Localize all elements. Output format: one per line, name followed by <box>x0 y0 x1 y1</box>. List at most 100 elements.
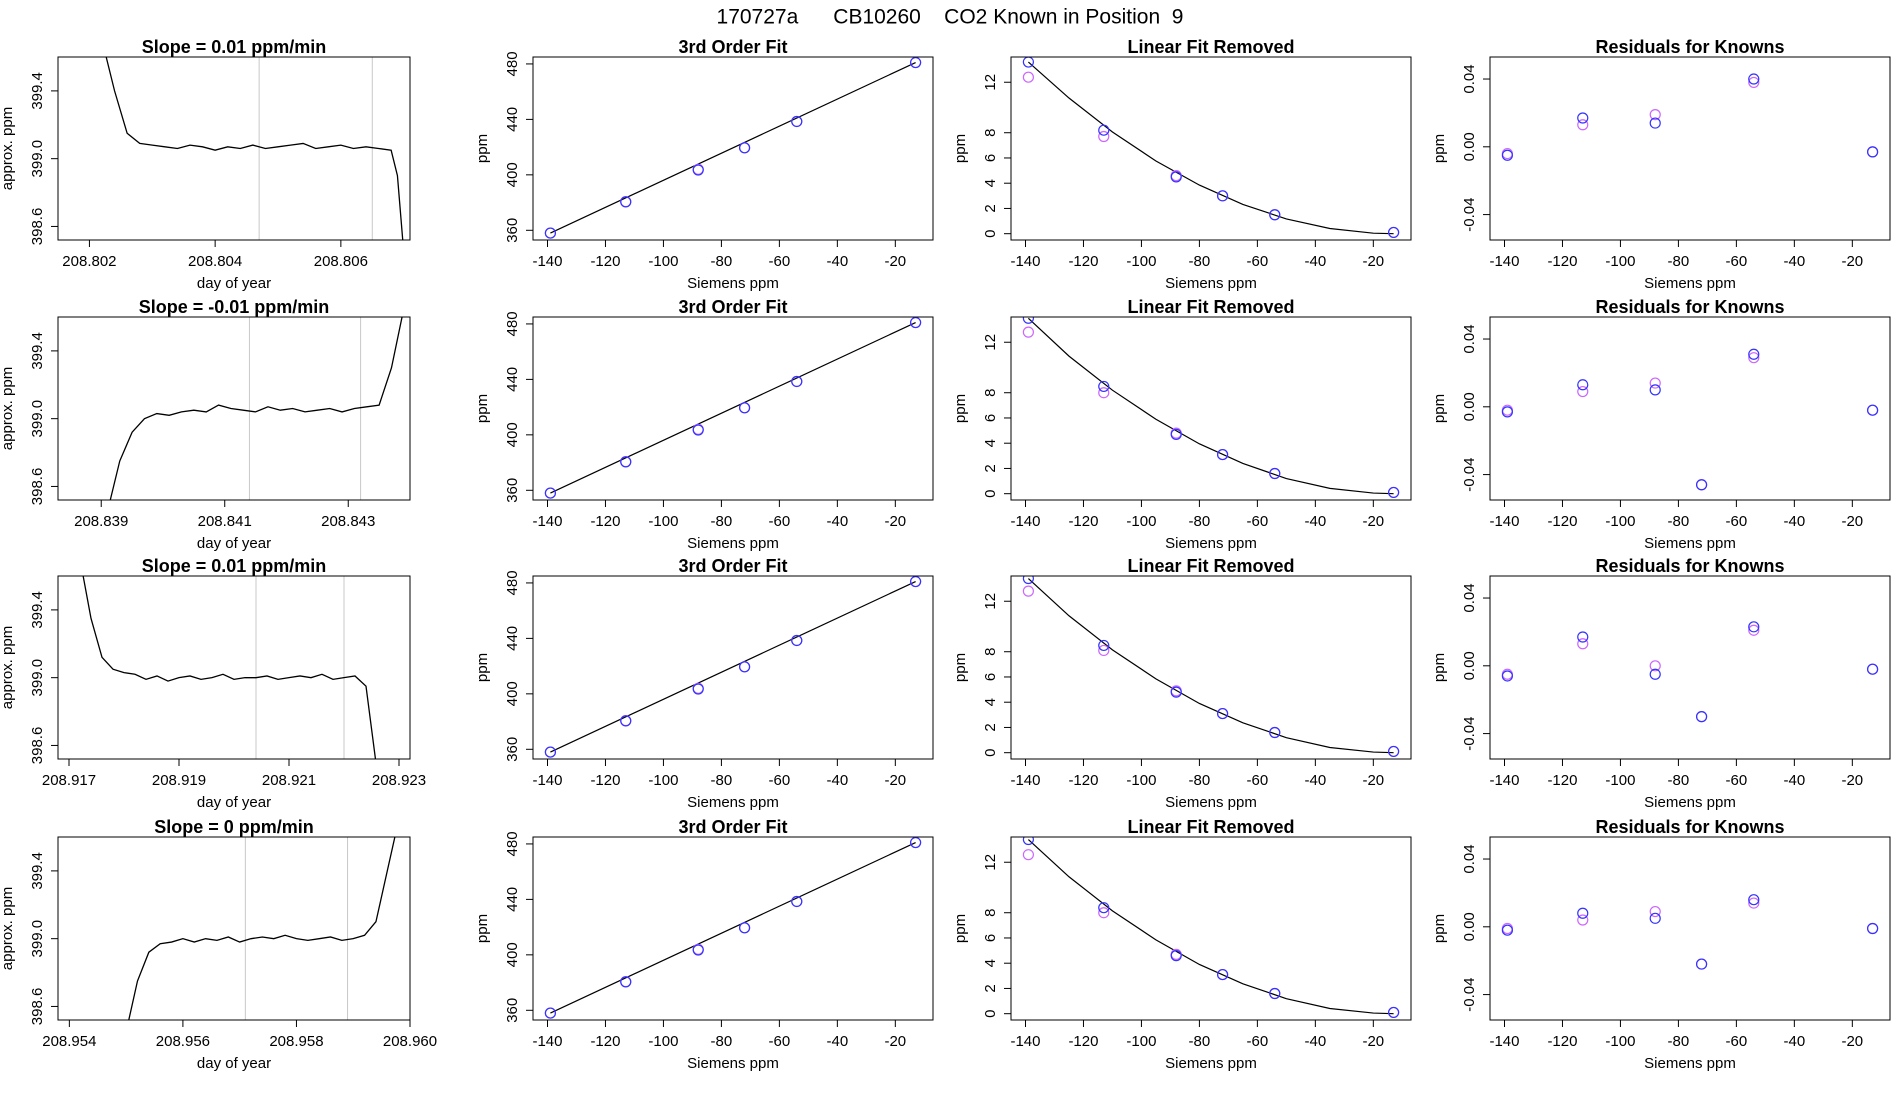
point <box>544 1007 556 1019</box>
y-tick-label: 4 <box>982 179 999 187</box>
panel: Slope = 0.01 ppm/min day of year approx. p… <box>0 37 411 292</box>
x-tick-label: -60 <box>1247 1033 1269 1050</box>
fit-curve <box>1027 61 1394 235</box>
data-line <box>128 837 396 1020</box>
plot-area <box>109 317 403 500</box>
point <box>1269 467 1281 480</box>
x-tick-label: 208.954 <box>42 1033 96 1050</box>
x-tick-label: -100 <box>648 513 678 530</box>
x-tick-label: -40 <box>827 772 849 789</box>
y-tick-label: 6 <box>982 414 999 422</box>
x-tick-label: -80 <box>1668 772 1690 789</box>
x-tick-label: -140 <box>1010 513 1040 530</box>
x-tick-label: -40 <box>827 513 849 530</box>
x-tick-label: -40 <box>1305 772 1327 789</box>
y-tick-label: 398.6 <box>29 468 46 506</box>
x-tick-label: -80 <box>711 513 733 530</box>
point <box>1216 448 1229 461</box>
point <box>544 487 556 499</box>
x-tick-label: -40 <box>1305 513 1327 530</box>
point <box>620 715 632 727</box>
point <box>692 424 704 436</box>
x-tick-label: -60 <box>1247 253 1269 270</box>
point <box>692 944 704 956</box>
y-tick-label: 12 <box>982 593 999 610</box>
x-tick-label: -140 <box>1489 772 1519 789</box>
plot-frame <box>532 575 934 760</box>
x-tick-label: 208.804 <box>188 253 242 270</box>
x-tick-label: -60 <box>769 1033 791 1050</box>
y-axis-label: ppm <box>1431 653 1448 682</box>
y-tick-label: 399.4 <box>29 332 46 370</box>
plot-frame <box>532 316 934 501</box>
panel-title: Residuals for Knowns <box>1595 817 1784 837</box>
point <box>1649 912 1661 924</box>
x-tick-label: 208.923 <box>372 772 426 789</box>
y-axis-label: ppm <box>474 914 491 943</box>
y-tick-label: 400 <box>504 681 521 706</box>
x-tick-label: -120 <box>590 772 620 789</box>
y-axis-label: ppm <box>952 914 969 943</box>
x-tick-label: -60 <box>769 772 791 789</box>
point <box>910 837 922 849</box>
x-tick-label: -80 <box>711 772 733 789</box>
x-tick-label: 208.843 <box>321 513 375 530</box>
x-axis-label: Siemens ppm <box>1644 1055 1736 1072</box>
panel: Slope = -0.01 ppm/min day of year approx. … <box>0 297 411 552</box>
panel-title: Slope = 0 ppm/min <box>154 817 314 837</box>
panel-title: 3rd Order Fit <box>678 297 787 317</box>
y-tick-label: 4 <box>982 698 999 706</box>
y-tick-label: 6 <box>982 154 999 162</box>
data-line <box>82 576 377 759</box>
y-tick-label: -0.04 <box>1461 197 1478 231</box>
y-tick-label: -0.04 <box>1461 457 1478 491</box>
x-tick-label: -100 <box>1605 772 1635 789</box>
y-axis-label: approx. ppm <box>0 887 16 970</box>
panel-title: Slope = 0.01 ppm/min <box>142 556 327 576</box>
point <box>738 142 751 154</box>
y-tick-label: 8 <box>982 648 999 656</box>
point <box>1748 621 1760 633</box>
x-tick-label: -140 <box>1489 253 1519 270</box>
x-tick-label: -80 <box>1189 253 1211 270</box>
x-tick-label: -60 <box>769 253 791 270</box>
plot-frame <box>57 56 411 241</box>
plot-area <box>1501 73 1879 161</box>
x-tick-label: -20 <box>1362 253 1384 270</box>
x-axis-label: day of year <box>197 275 271 292</box>
y-axis-label: approx. ppm <box>0 107 16 190</box>
panel-title: 3rd Order Fit <box>678 817 787 837</box>
point <box>910 317 922 329</box>
point <box>1269 987 1281 1000</box>
fit-curve <box>550 581 916 753</box>
y-tick-label: 480 <box>504 570 521 595</box>
panel-title: Residuals for Knowns <box>1595 297 1784 317</box>
y-tick-label: 399.0 <box>29 659 46 697</box>
x-axis-label: day of year <box>197 535 271 552</box>
point <box>544 746 556 758</box>
x-tick-label: 208.956 <box>156 1033 210 1050</box>
x-tick-label: -100 <box>1605 253 1635 270</box>
x-tick-label: -20 <box>884 1033 906 1050</box>
y-tick-label: 399.0 <box>29 920 46 958</box>
point <box>1577 379 1589 391</box>
panel-title: Linear Fit Removed <box>1127 297 1294 317</box>
point <box>1867 922 1879 935</box>
point <box>1867 663 1879 675</box>
panel: Slope = 0 ppm/min day of year approx. ppm 2… <box>0 817 437 1072</box>
plot-area <box>1501 621 1879 723</box>
plot-frame <box>532 56 934 241</box>
point <box>692 164 704 176</box>
point <box>1022 849 1034 861</box>
panel-title: Linear Fit Removed <box>1127 556 1294 576</box>
x-tick-label: -120 <box>1547 772 1577 789</box>
x-tick-label: -60 <box>1247 513 1269 530</box>
y-tick-label: 480 <box>504 831 521 856</box>
y-tick-label: 360 <box>504 998 521 1023</box>
x-tick-label: -60 <box>1247 772 1269 789</box>
point <box>1022 57 1034 68</box>
x-tick-label: 208.919 <box>152 772 206 789</box>
y-tick-label: 399.4 <box>29 852 46 890</box>
x-tick-label: -120 <box>590 513 620 530</box>
y-tick-label: 8 <box>982 909 999 917</box>
